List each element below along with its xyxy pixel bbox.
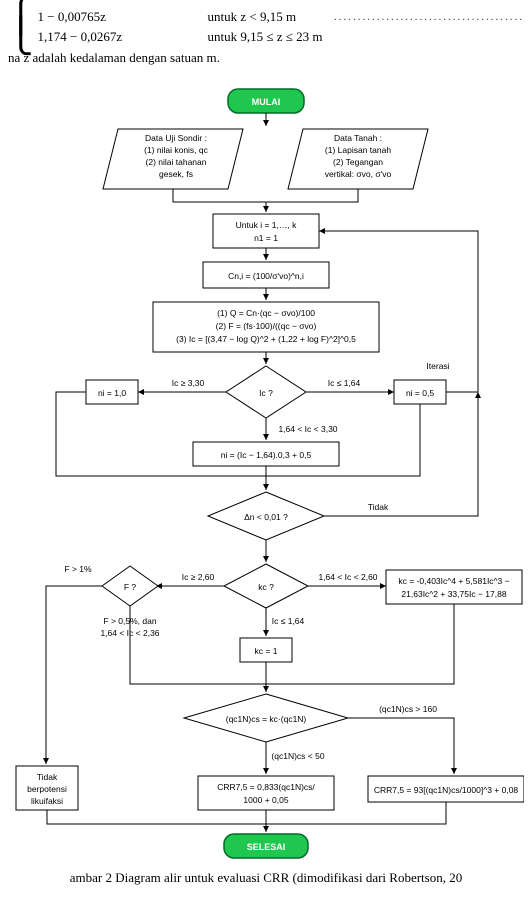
- brace-bot: ⎩: [8, 28, 34, 46]
- svg-text:gesek, fs: gesek, fs: [159, 169, 193, 179]
- svg-text:n1 = 1: n1 = 1: [254, 233, 278, 243]
- svg-text:Data Uji Sondir :: Data Uji Sondir :: [145, 133, 207, 143]
- svg-text:F > 1%: F > 1%: [64, 564, 92, 574]
- svg-text:ni = 0,5: ni = 0,5: [406, 388, 434, 398]
- svg-text:(2) nilai tahanan: (2) nilai tahanan: [146, 157, 207, 167]
- svg-text:Tidak: Tidak: [368, 502, 389, 512]
- svg-text:(1) Lapisan tanah: (1) Lapisan tanah: [325, 145, 391, 155]
- svg-text:Ic ≤ 1,64: Ic ≤ 1,64: [328, 378, 361, 388]
- svg-text:F ?: F ?: [124, 582, 137, 592]
- svg-text:kc = 1: kc = 1: [255, 646, 278, 656]
- svg-text:Ic ≥ 2,60: Ic ≥ 2,60: [182, 572, 215, 582]
- eq1-left: 1 − 0,00765z: [38, 9, 208, 25]
- svg-text:Data Tanah :: Data Tanah :: [334, 133, 382, 143]
- svg-text:(1) nilai konis, qc: (1) nilai konis, qc: [144, 145, 209, 155]
- dots: ........................................: [334, 11, 524, 23]
- svg-text:(qc1N)cs < 50: (qc1N)cs < 50: [271, 751, 324, 761]
- svg-text:kc = -0,403Ic^4 + 5,581Ic^3 −: kc = -0,403Ic^4 + 5,581Ic^3 −: [398, 576, 509, 586]
- flowchart: MULAI Data Uji Sondir : (1) nilai konis,…: [8, 84, 524, 864]
- svg-text:(qc1N)cs > 160: (qc1N)cs > 160: [379, 704, 437, 714]
- svg-text:1,64 < Ic < 2,60: 1,64 < Ic < 2,60: [318, 572, 377, 582]
- svg-text:likuifaksi: likuifaksi: [31, 796, 63, 806]
- svg-text:CRR7,5 = 0,833(qc1N)cs/: CRR7,5 = 0,833(qc1N)cs/: [217, 782, 315, 792]
- svg-text:Ic ≥ 3,30: Ic ≥ 3,30: [172, 378, 205, 388]
- svg-text:ni = (Ic − 1,64).0,3 + 0,5: ni = (Ic − 1,64).0,3 + 0,5: [221, 450, 312, 460]
- svg-text:berpotensi: berpotensi: [27, 784, 67, 794]
- equation-block: ⎧ 1 − 0,00765z untuk z < 9,15 m ........…: [8, 8, 524, 46]
- svg-text:Ic ≤ 1,64: Ic ≤ 1,64: [272, 616, 305, 626]
- svg-text:(2) Tegangan: (2) Tegangan: [333, 157, 383, 167]
- svg-text:ni = 1,0: ni = 1,0: [98, 388, 126, 398]
- svg-text:Untuk i = 1,…, k: Untuk i = 1,…, k: [236, 220, 297, 230]
- svg-text:(1) Q = Cn·(qc − σvo)/100: (1) Q = Cn·(qc − σvo)/100: [217, 308, 315, 318]
- input-left: Data Uji Sondir : (1) nilai konis, qc (2…: [103, 129, 243, 189]
- eq1-cond: untuk z < 9,15 m: [208, 9, 335, 25]
- svg-text:1,64 < Ic < 3,30: 1,64 < Ic < 3,30: [278, 424, 337, 434]
- svg-text:(2) F = (fs·100)/((qc − σvo): (2) F = (fs·100)/((qc − σvo): [216, 321, 317, 331]
- eq2-left: 1,174 − 0,0267z: [38, 29, 208, 45]
- svg-text:CRR7,5 = 93[(qc1N)cs/1000]^3 +: CRR7,5 = 93[(qc1N)cs/1000]^3 + 0,08: [374, 785, 519, 795]
- svg-text:Tidak: Tidak: [37, 772, 58, 782]
- svg-text:Δn < 0,01 ?: Δn < 0,01 ?: [244, 512, 288, 522]
- svg-text:kc ?: kc ?: [258, 582, 274, 592]
- svg-text:1000 + 0,05: 1000 + 0,05: [243, 795, 288, 805]
- svg-text:(3) Ic = [(3,47 − log Q)^2 + (: (3) Ic = [(3,47 − log Q)^2 + (1,22 + log…: [176, 334, 356, 344]
- end-label: SELESAI: [247, 842, 286, 852]
- svg-text:21,63Ic^2 + 33,75Ic − 17,88: 21,63Ic^2 + 33,75Ic − 17,88: [401, 589, 506, 599]
- svg-text:vertikal: σvo, σ'vo: vertikal: σvo, σ'vo: [325, 169, 392, 179]
- svg-text:Cn,i = (100/σ'vo)^n,i: Cn,i = (100/σ'vo)^n,i: [228, 271, 304, 281]
- input-right: Data Tanah : (1) Lapisan tanah (2) Tegan…: [288, 129, 428, 189]
- start-label: MULAI: [252, 97, 281, 107]
- iterasi-label: Iterasi: [426, 361, 449, 371]
- figure-caption: ambar 2 Diagram alir untuk evaluasi CRR …: [8, 870, 524, 886]
- sentence: na z adalah kedalaman dengan satuan m.: [8, 50, 524, 66]
- eq2-cond: untuk 9,15 ≤ z ≤ 23 m: [208, 29, 525, 45]
- svg-text:(qc1N)cs = kc·(qc1N): (qc1N)cs = kc·(qc1N): [226, 714, 307, 724]
- svg-text:Ic ?: Ic ?: [259, 388, 273, 398]
